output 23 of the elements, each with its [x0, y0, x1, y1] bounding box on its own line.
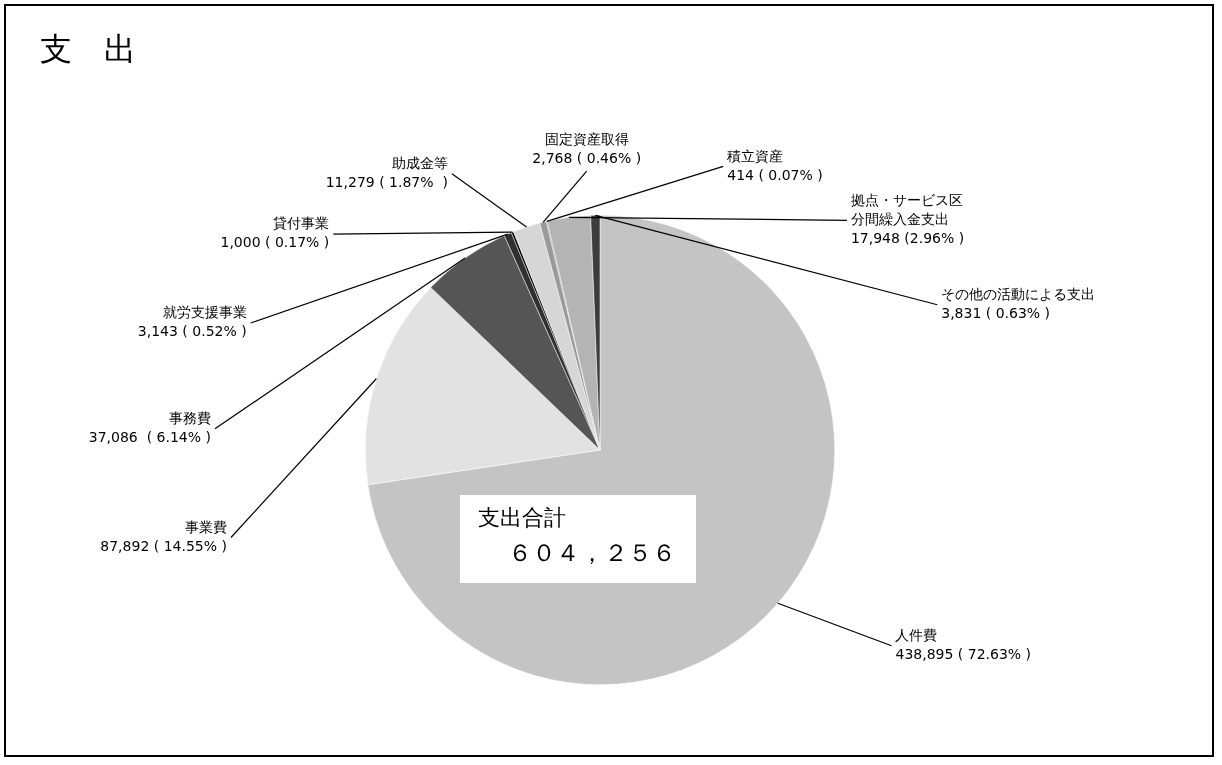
slice-label: 拠点・サービス区分間繰入金支出 — [850, 191, 963, 227]
data-label: 3,143 ( 0.52% ) — [137, 323, 247, 340]
slice-label: その他の活動による支出 — [941, 285, 1096, 302]
slice-label: 貸付事業 — [273, 215, 330, 232]
text: 支出合計 — [478, 504, 567, 532]
slice-label: 積立資産 — [727, 147, 784, 164]
data-label: 17,948 (2.96% ) — [850, 229, 965, 246]
data-label: 3,831 ( 0.63% ) — [941, 304, 1051, 321]
slice-label: 就労支援事業 — [162, 304, 247, 321]
slice-label: 固定資産取得 — [544, 131, 629, 148]
slice-label: 人件費 — [895, 626, 938, 643]
slice-label: 助成金等 — [391, 154, 448, 171]
slice-label: 事業費 — [184, 518, 227, 535]
slice-label: 事務費 — [168, 409, 211, 426]
data-label: 414 ( 0.07% ) — [727, 166, 823, 183]
data-label: 11,279 ( 1.87% ) — [325, 173, 448, 190]
data-label: 2,768 ( 0.46% ) — [532, 150, 642, 167]
data-label: 438,895 ( 72.63% ) — [895, 645, 1032, 662]
text: ６０４，２５６ — [507, 538, 676, 569]
chart-title: 支 出 — [40, 30, 136, 69]
data-label: 1,000 ( 0.17% ) — [220, 234, 330, 251]
data-label: 87,892 ( 14.55% ) — [100, 537, 227, 554]
data-label: 37,086 ( 6.14% ) — [88, 428, 211, 445]
